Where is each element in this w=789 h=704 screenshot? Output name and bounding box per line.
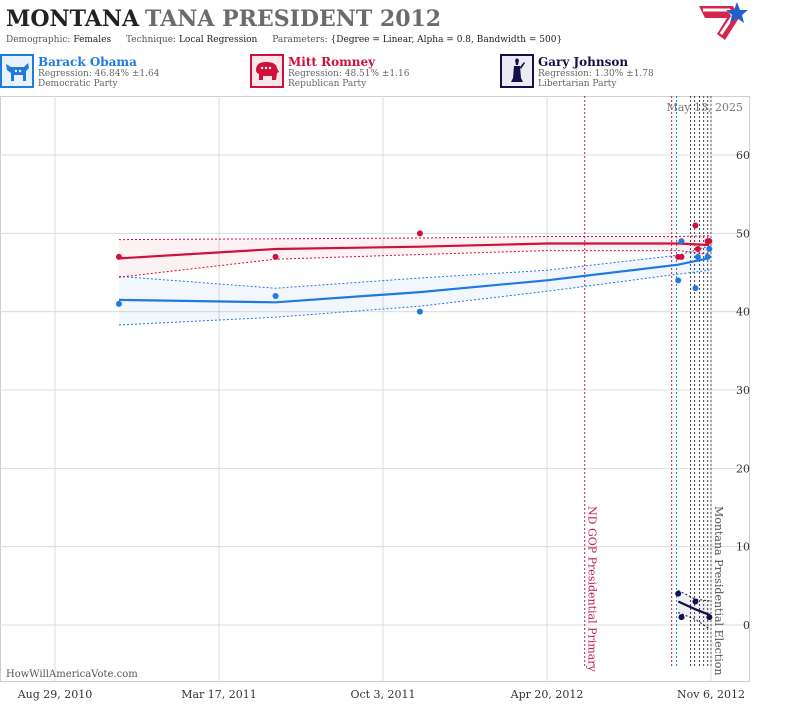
annotation-label: ND GOP Presidential Primary: [586, 506, 599, 673]
plot-frame: [0, 96, 750, 682]
candidate-regression: Regression: 48.51% ±1.16: [288, 69, 410, 79]
band-upper-line: [118, 245, 710, 289]
technique-label: Technique:: [126, 35, 177, 45]
band-upper-line: [677, 590, 710, 602]
page-title: MONTANA TANA PRESIDENT 2012: [6, 6, 441, 34]
chart-parameters: Demographic: Females Technique: Local Re…: [6, 35, 574, 45]
x-tick-label: Nov 6, 2012: [677, 688, 745, 701]
candidate-name: Mitt Romney: [288, 55, 376, 69]
poll-point: [692, 285, 699, 292]
poll-point: [675, 590, 682, 597]
band-lower-line: [118, 250, 710, 278]
title-state: MONTANA: [6, 6, 140, 32]
title-rest: TANA PRESIDENT 2012: [145, 6, 442, 32]
poll-point: [704, 253, 711, 260]
poll-point: [678, 614, 685, 621]
x-tick-label: Apr 20, 2012: [510, 688, 584, 701]
y-tick-label: 60: [736, 149, 750, 162]
x-tick-label: Mar 17, 2011: [181, 688, 257, 701]
parameters-label: Parameters:: [272, 35, 328, 45]
y-tick-label: 50: [736, 227, 750, 240]
y-tick-label: 30: [736, 384, 750, 397]
poll-point: [706, 238, 713, 245]
x-tick-label: Oct 3, 2011: [350, 688, 415, 701]
candidate-regression: Regression: 46.84% ±1.64: [38, 69, 160, 79]
candidate-party: Republican Party: [288, 79, 367, 89]
elephant-icon: [250, 54, 284, 88]
demographic-value: Females: [73, 35, 112, 45]
y-tick-label: 20: [736, 462, 750, 475]
poll-point: [678, 238, 685, 245]
band-lower-line: [118, 269, 710, 326]
poll-point: [115, 300, 122, 307]
annotation-label: Montana Presidential Election: [712, 506, 725, 675]
technique-value: Local Regression: [178, 35, 258, 45]
poll-point: [678, 253, 685, 260]
trend-line: [677, 600, 710, 616]
poll-point: [416, 308, 423, 315]
poll-point: [692, 222, 699, 229]
candidate-name: Barack Obama: [38, 55, 137, 69]
candidate-card-obama: Barack Obama Regression: 46.84% ±1.64 De…: [0, 54, 246, 92]
watermark: HowWillAmericaVote.com: [6, 669, 138, 680]
y-tick-label: 10: [736, 541, 750, 554]
x-tick-label: Aug 29, 2010: [17, 688, 93, 701]
poll-point: [692, 598, 699, 605]
poll-point: [706, 246, 713, 252]
band-upper-line: [118, 235, 710, 241]
poll-point: [272, 253, 279, 260]
candidate-name: Gary Johnson: [538, 55, 629, 69]
poll-point: [706, 614, 713, 621]
chart-svg: ND GOP Presidential Primary Montana Presi…: [0, 96, 750, 701]
poll-point: [272, 293, 279, 299]
poll-point: [675, 277, 682, 284]
date-label: May 13, 2025: [666, 101, 743, 114]
confidence-band: [119, 235, 710, 278]
trend-line: [118, 257, 710, 304]
trend-line: [118, 242, 710, 260]
site-logo-icon: [699, 0, 749, 50]
poll-point: [115, 253, 122, 260]
poll-point: [416, 230, 423, 237]
confidence-band: [119, 245, 710, 325]
demographic-label: Demographic:: [6, 35, 71, 45]
poll-point: [694, 246, 701, 252]
candidate-card-johnson: Gary Johnson Regression: 1.30% ±1.78 Lib…: [500, 54, 746, 92]
chart-area: ND GOP Presidential Primary Montana Presi…: [0, 96, 750, 701]
poll-point: [694, 253, 701, 260]
y-tick-label: 40: [736, 306, 750, 319]
liberty-icon: [500, 54, 534, 88]
band-lower-line: [678, 612, 710, 630]
candidate-regression: Regression: 1.30% ±1.78: [538, 69, 654, 79]
candidate-party: Libertarian Party: [538, 79, 617, 89]
parameters-value: {Degree = Linear, Alpha = 0.8, Bandwidth…: [330, 35, 563, 45]
y-tick-label: 0: [743, 619, 750, 632]
candidate-party: Democratic Party: [38, 79, 118, 89]
donkey-icon: [0, 54, 34, 88]
candidate-card-romney: Mitt Romney Regression: 48.51% ±1.16 Rep…: [250, 54, 496, 92]
